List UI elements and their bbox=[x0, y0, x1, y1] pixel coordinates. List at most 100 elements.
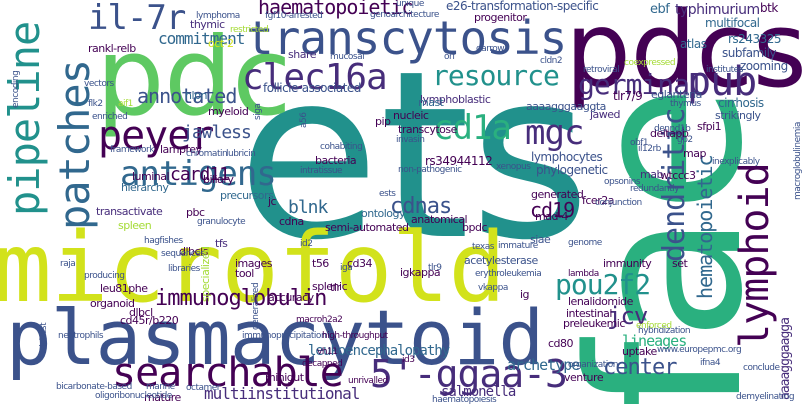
word-set: set bbox=[672, 257, 688, 270]
word-pipeline: pipeline bbox=[0, 21, 49, 216]
word-tool: tool bbox=[235, 267, 254, 280]
word-lymphocytes: lymphocytes bbox=[531, 150, 603, 164]
word-siae: siae bbox=[530, 233, 551, 246]
word-lymphoblastic: lymphoblastic bbox=[420, 93, 491, 106]
word-enforced: enforced bbox=[636, 321, 672, 331]
word-venture: venture bbox=[564, 371, 604, 384]
word-cldn2: cldn2 bbox=[540, 56, 563, 66]
word-share: share bbox=[288, 48, 317, 61]
word-aaaagggaaggta: aaaagggaaggta bbox=[526, 100, 606, 113]
word-ests: ests bbox=[379, 189, 396, 199]
word-resource: resource bbox=[432, 59, 560, 92]
word-macroh2a2: macroh2a2 bbox=[296, 315, 343, 325]
word-clec16a: clec16a bbox=[242, 57, 388, 98]
word-peyer: peyer bbox=[98, 113, 214, 159]
word-organization: organization bbox=[568, 360, 618, 370]
word-darrow: darrow bbox=[476, 44, 505, 54]
word-oct2: oct-2 bbox=[208, 37, 234, 50]
word-progenitor: progenitor bbox=[474, 11, 527, 24]
word-xenopus: xenopus bbox=[496, 162, 531, 172]
word-strikingly: strikingly bbox=[715, 109, 761, 122]
word-haematopoietic: haematopoietic bbox=[258, 0, 414, 19]
word-immunity: immunity bbox=[603, 257, 652, 270]
word-intestinal: intestinal bbox=[566, 307, 612, 320]
word-marine: marine bbox=[146, 382, 175, 392]
word-cohabiting: cohabiting bbox=[320, 142, 363, 152]
word-lenalidomide: lenalidomide bbox=[568, 295, 633, 308]
word-europepmc: www.europepmc.org bbox=[657, 345, 742, 355]
word-microfold: microfold bbox=[0, 212, 506, 324]
word-center: center bbox=[603, 355, 677, 380]
word-multifocal: multifocal bbox=[705, 16, 760, 30]
word-transcytose: transcytose bbox=[398, 123, 457, 136]
word-octamer: octamer bbox=[186, 383, 221, 393]
word-vectors: vectors bbox=[84, 79, 114, 89]
word-deltapb: deltapb bbox=[650, 127, 689, 140]
word-immunoprecipitation: immunoprecipitation bbox=[242, 331, 327, 341]
word-ebf: ebf bbox=[650, 2, 670, 17]
word-institutes: institutes bbox=[706, 65, 743, 75]
word-ggaa3: 5'-ggaa-3 bbox=[370, 352, 568, 396]
word-libraries: libraries bbox=[168, 264, 200, 274]
word-mature: mature bbox=[144, 391, 181, 404]
word-mast: mast bbox=[418, 96, 444, 109]
word-id3: id3 bbox=[402, 355, 415, 365]
word-transactivate: transactivate bbox=[96, 205, 163, 218]
word-ontology: ontology bbox=[361, 207, 406, 220]
word-il12rb: il12rb bbox=[638, 144, 661, 154]
word-richest: richest bbox=[39, 322, 49, 350]
word-intratissue: intratissue bbox=[300, 166, 343, 176]
word-producing: producing bbox=[84, 271, 125, 281]
word-archetype: archetype bbox=[507, 356, 580, 374]
word-aif1: aif1 bbox=[118, 99, 133, 109]
word-fgf10: fgf10-arrested bbox=[265, 11, 323, 21]
word-cd45r: cd45r/b220 bbox=[120, 314, 179, 327]
word-acetylesterase: acetylesterase bbox=[464, 254, 538, 267]
word-multiinstitutional: multiinstitutional bbox=[204, 384, 360, 403]
word-specialized: specialized bbox=[199, 246, 212, 302]
word-highthroughput: high-throughput bbox=[322, 331, 388, 341]
word-e26: e26-transformation-specific bbox=[446, 0, 599, 13]
word-invasin: invasin bbox=[396, 135, 425, 145]
word-unrivalled: unrivalled bbox=[348, 376, 388, 386]
word-jawless: jawless bbox=[182, 122, 252, 143]
word-cd19: cd19 bbox=[530, 198, 575, 222]
word-a56: a56 bbox=[299, 112, 309, 128]
word-dlbcl: dlbcl bbox=[129, 306, 153, 319]
word-hybridization: hybridization bbox=[638, 326, 691, 336]
word-generalized: generalized bbox=[251, 282, 261, 330]
word-demyelinating: demyelinating bbox=[736, 392, 795, 402]
word-luminal: luminal bbox=[132, 170, 170, 183]
word-neutrophils: neutrophils bbox=[58, 331, 104, 341]
word-biliary: biliary bbox=[203, 173, 234, 186]
word-lambda: lambda bbox=[568, 269, 599, 279]
word-leukoencephalopathy: leukoencephalopathy bbox=[308, 343, 450, 359]
word-eglanteria: eglanteria bbox=[651, 88, 702, 101]
word-hematopoietic: hematopoietic bbox=[693, 155, 717, 299]
word-card11: card11 bbox=[170, 164, 230, 185]
word-obf1: obf1 bbox=[630, 138, 649, 148]
word-rankl: rankl-relb bbox=[88, 42, 136, 55]
word-decapped: decapped bbox=[302, 359, 343, 369]
word-germinal: germinal bbox=[578, 68, 706, 101]
word-nucleic: nucleic bbox=[393, 109, 429, 122]
word-immature: immature bbox=[498, 241, 538, 251]
word-raja: raja bbox=[60, 259, 76, 269]
word-myeloid: myeloid bbox=[208, 105, 249, 118]
word-jc: jc bbox=[268, 195, 277, 208]
word-cirrhosis: cirrhosis bbox=[718, 96, 764, 110]
word-minigut: minigut bbox=[265, 371, 304, 384]
word-sequences: sequences bbox=[161, 249, 205, 259]
word-lymphoid: lymphoid bbox=[732, 163, 778, 348]
word-il7r: il-7r bbox=[88, 0, 186, 38]
word-follicle: follicle-associated bbox=[263, 81, 361, 95]
word-annotated: annotated bbox=[137, 84, 237, 108]
word-cd34: cd34 bbox=[347, 257, 373, 270]
word-salmonella: salmonella bbox=[441, 384, 516, 400]
word-plasmacytoid: plasmacytoid bbox=[6, 293, 544, 382]
word-preleukemic: preleukemic bbox=[563, 317, 625, 330]
word-wtccc3: wtccc3 bbox=[660, 169, 696, 182]
word-cdnas: cdnas bbox=[390, 194, 452, 219]
word-map: map bbox=[683, 147, 706, 160]
word-flk2: flk2 bbox=[88, 99, 103, 109]
